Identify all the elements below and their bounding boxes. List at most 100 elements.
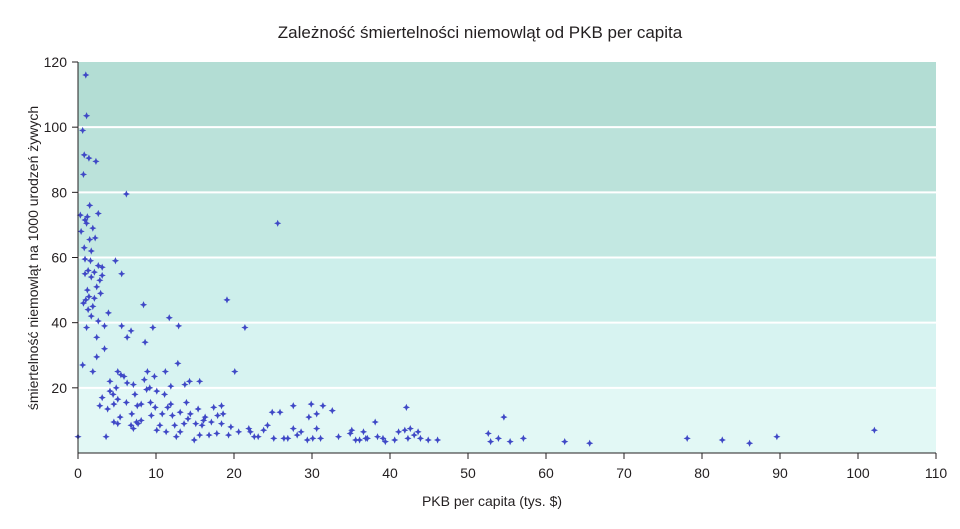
x-tick-label: 20	[226, 465, 242, 481]
data-point	[199, 416, 208, 425]
data-point	[80, 151, 88, 159]
data-point	[270, 434, 278, 442]
data-point	[81, 270, 89, 278]
data-point	[79, 361, 87, 369]
x-tick-label: 90	[772, 465, 788, 481]
data-point	[96, 402, 104, 410]
gridlines	[78, 126, 936, 389]
data-point	[391, 436, 399, 444]
data-point	[196, 431, 204, 439]
data-point	[83, 213, 91, 221]
data-point	[86, 257, 95, 265]
data-point	[86, 235, 94, 244]
data-point	[80, 244, 88, 252]
data-point	[93, 283, 101, 291]
data-point	[171, 421, 179, 429]
data-point	[85, 154, 93, 162]
x-tick-label: 110	[925, 465, 948, 481]
data-point	[120, 372, 128, 381]
data-point	[870, 426, 878, 434]
y-tick-label: 80	[51, 184, 67, 200]
x-tick-label: 50	[460, 465, 476, 481]
data-point	[260, 426, 268, 434]
data-point	[198, 421, 206, 429]
data-point	[149, 323, 157, 332]
data-point	[402, 403, 410, 411]
data-point	[118, 270, 126, 278]
data-point	[289, 402, 297, 410]
data-point	[94, 262, 102, 270]
data-point	[104, 309, 113, 317]
data-point	[98, 271, 106, 280]
data-point	[381, 437, 389, 446]
data-point	[79, 170, 88, 179]
x-axis-label: PKB per capita (tys. $)	[422, 493, 562, 509]
data-point	[131, 390, 139, 398]
data-point	[81, 216, 89, 224]
data-point	[123, 379, 131, 387]
data-point	[410, 431, 418, 439]
data-point	[303, 436, 311, 444]
data-point	[176, 408, 184, 416]
data-point	[141, 338, 149, 346]
data-point	[112, 384, 120, 392]
data-point	[84, 306, 92, 314]
data-point	[114, 420, 122, 428]
y-tick-label: 60	[51, 250, 67, 266]
data-point	[164, 403, 172, 411]
data-point	[274, 219, 282, 227]
data-point	[165, 314, 173, 322]
data-point	[161, 367, 169, 376]
data-point	[123, 333, 131, 341]
data-point	[235, 428, 243, 436]
data-point	[745, 439, 754, 447]
data-point	[293, 431, 301, 439]
data-point	[82, 112, 91, 120]
x-tick-label: 30	[304, 465, 320, 481]
data-point	[194, 405, 202, 413]
data-point	[175, 322, 183, 330]
data-point	[231, 367, 239, 376]
data-point	[319, 402, 327, 410]
data-point	[89, 302, 97, 310]
data-point	[85, 293, 93, 301]
x-tick-label: 60	[538, 465, 554, 481]
data-point	[160, 390, 169, 398]
x-tick-label: 0	[74, 465, 82, 481]
data-point	[153, 387, 161, 395]
data-point	[129, 424, 137, 433]
data-point	[110, 418, 118, 426]
data-point	[181, 380, 189, 389]
data-point	[114, 367, 122, 376]
data-point	[484, 429, 492, 438]
data-point	[162, 428, 170, 436]
data-point	[414, 428, 422, 436]
data-point	[561, 437, 569, 446]
data-point	[373, 433, 382, 441]
data-point	[97, 289, 105, 297]
data-point	[93, 353, 101, 361]
data-point	[116, 413, 124, 421]
x-tick-label: 80	[694, 465, 710, 481]
data-point	[82, 219, 91, 227]
data-point	[128, 410, 136, 418]
y-axis-label: śmiertelność niemowląt na 1000 urodzeń ż…	[25, 106, 41, 410]
data-point	[100, 345, 109, 353]
data-point	[182, 398, 191, 407]
data-point	[150, 372, 159, 381]
data-point	[90, 268, 98, 276]
y-tick-label: 20	[51, 380, 67, 396]
data-point	[147, 411, 155, 420]
data-point	[241, 323, 249, 332]
x-axis-ticks: 0 10 20 30 40 50 60 70 80 90 100 110	[74, 453, 947, 481]
data-point	[146, 384, 154, 392]
data-point	[424, 436, 432, 444]
data-point	[185, 377, 194, 385]
data-point	[151, 403, 159, 411]
data-point	[250, 433, 258, 441]
data-point	[214, 411, 222, 420]
data-point	[100, 322, 109, 330]
data-point	[316, 434, 325, 442]
data-point	[224, 431, 233, 439]
data-point	[500, 413, 508, 421]
